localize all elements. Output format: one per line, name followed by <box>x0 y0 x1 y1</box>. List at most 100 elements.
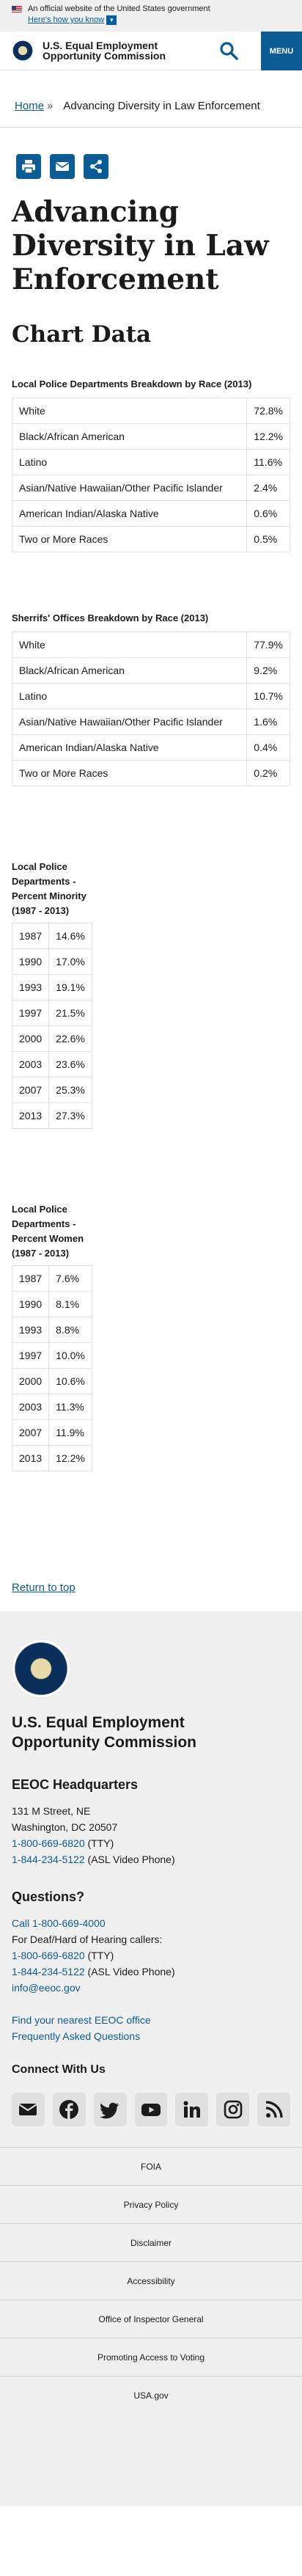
year-cell: 2000 <box>11 1025 50 1052</box>
value-cell: 27.3% <box>48 1102 92 1129</box>
year-cell: 1990 <box>11 948 50 975</box>
how-you-know-link[interactable]: Here's how you know <box>28 15 105 24</box>
deaf-text: For Deaf/Hard of Hearing callers: <box>12 1933 163 1945</box>
tty-suffix: (TTY) <box>84 1837 114 1849</box>
category-cell: Black/African American <box>11 423 248 450</box>
asl-phone-link-2[interactable]: 1-844-234-5122 <box>12 1966 85 1977</box>
category-cell: Two or More Races <box>11 526 248 552</box>
footer-link[interactable]: FOIA <box>0 2147 302 2185</box>
table-caption-sheriff-race: Sherrifs' Offices Breakdown by Race (201… <box>12 612 209 623</box>
linkedin-icon <box>183 2101 200 2118</box>
year-cell: 2003 <box>11 1051 50 1077</box>
table-row: White 77.9% <box>11 632 290 658</box>
address-line1: 131 M Street, NE <box>12 1805 91 1817</box>
tty-line: 1-800-669-6820 (TTY) <box>12 1835 290 1851</box>
year-cell: 2000 <box>11 1368 50 1394</box>
year-cell: 2003 <box>11 1394 50 1420</box>
value-cell: 2.4% <box>246 475 290 501</box>
footer-link[interactable]: Office of Inspector General <box>0 2299 302 2338</box>
breadcrumb-separator: » <box>47 100 54 112</box>
value-cell: 0.2% <box>246 760 290 786</box>
year-cell: 1993 <box>11 1317 50 1343</box>
category-cell: Latino <box>11 449 248 475</box>
table-women: 1987 7.6% 1990 8.1% 1993 8.8% 1997 10.0% 2000 10.… <box>11 1265 92 1471</box>
table-row: 1993 19.1% <box>11 974 92 1000</box>
how-you-know-toggle[interactable]: Here's how you know ▾ <box>28 15 290 26</box>
tty-line-2: 1-800-669-6820 (TTY) <box>12 1947 290 1964</box>
category-cell: American Indian/Alaska Native <box>11 500 248 527</box>
value-cell: 1.6% <box>246 709 290 735</box>
tty-phone-link-2[interactable]: 1-800-669-6820 <box>12 1950 85 1961</box>
menu-button[interactable]: MENU <box>261 32 302 70</box>
value-cell: 9.2% <box>246 657 290 684</box>
footer-agency-line2: Opportunity Commission <box>12 1734 196 1751</box>
value-cell: 10.7% <box>246 683 290 709</box>
us-flag-icon <box>12 6 22 12</box>
breadcrumb-home-link[interactable]: Home <box>15 100 45 112</box>
table-row: 1993 8.8% <box>11 1317 92 1343</box>
footer-link[interactable]: Disclaimer <box>0 2223 302 2261</box>
table-caption-local-race: Local Police Departments Breakdown by Ra… <box>12 378 252 389</box>
category-cell: White <box>11 632 248 658</box>
value-cell: 7.6% <box>48 1265 92 1292</box>
table-local-race: White 72.8% Black/African American 12.2% Lat… <box>11 398 290 552</box>
table-row: Asian/Native Hawaiian/Other Pacific Isla… <box>11 709 290 735</box>
agency-name[interactable]: U.S. Equal Employment Opportunity Commis… <box>43 40 182 61</box>
table-row: Two or More Races 0.2% <box>11 760 290 786</box>
eeoc-seal-logo[interactable] <box>12 40 34 62</box>
share-button[interactable] <box>84 154 108 179</box>
value-cell: 8.8% <box>48 1317 92 1343</box>
table-row: Black/African American 12.2% <box>11 423 290 450</box>
footer-link[interactable]: Privacy Policy <box>0 2185 302 2223</box>
faq-link[interactable]: Frequently Asked Questions <box>12 2030 141 2042</box>
value-cell: 22.6% <box>48 1025 92 1052</box>
gov-banner-text: An official website of the United States… <box>28 4 210 13</box>
social-rss-button[interactable] <box>257 2093 291 2126</box>
year-cell: 1990 <box>11 1291 50 1317</box>
year-cell: 1997 <box>11 1000 50 1026</box>
search-button[interactable] <box>218 40 239 61</box>
youtube-icon <box>141 2104 161 2116</box>
table-row: American Indian/Alaska Native 0.4% <box>11 734 290 761</box>
email-link[interactable]: info@eeoc.gov <box>12 1982 81 1994</box>
table-row: White 72.8% <box>11 398 290 424</box>
category-cell: Latino <box>11 683 248 709</box>
value-cell: 12.2% <box>48 1445 92 1471</box>
email-share-button[interactable] <box>50 154 75 179</box>
value-cell: 17.0% <box>48 948 92 975</box>
social-instagram-button[interactable] <box>216 2093 250 2126</box>
footer-link[interactable]: Accessibility <box>0 2261 302 2299</box>
connect-heading: Connect With Us <box>12 2063 106 2076</box>
print-button[interactable] <box>16 154 41 179</box>
social-linkedin-button[interactable] <box>175 2093 209 2126</box>
agency-name-line2[interactable]: Opportunity Commission <box>43 50 166 62</box>
category-cell: Asian/Native Hawaiian/Other Pacific Isla… <box>11 709 248 735</box>
find-office-link[interactable]: Find your nearest EEOC office <box>12 2014 151 2026</box>
value-cell: 8.1% <box>48 1291 92 1317</box>
table-row: Latino 11.6% <box>11 449 290 475</box>
share-icon <box>90 160 102 173</box>
tty-suffix-2: (TTY) <box>84 1950 114 1961</box>
table-row: 2003 23.6% <box>11 1051 92 1077</box>
social-email-button[interactable] <box>12 2093 45 2126</box>
year-cell: 2013 <box>11 1445 50 1471</box>
chevron-down-icon[interactable]: ▾ <box>106 15 117 25</box>
social-twitter-button[interactable] <box>93 2093 127 2126</box>
call-link[interactable]: Call 1-800-669-4000 <box>12 1917 106 1929</box>
rss-icon <box>265 2101 283 2118</box>
agency-name-line1[interactable]: U.S. Equal Employment <box>43 40 158 51</box>
tty-phone-link[interactable]: 1-800-669-6820 <box>12 1837 85 1849</box>
asl-line-2: 1-844-234-5122 (ASL Video Phone) <box>12 1964 290 1980</box>
return-to-top-link[interactable]: Return to top <box>12 1581 76 1594</box>
footer-link[interactable]: Promoting Access to Voting <box>0 2338 302 2376</box>
asl-phone-link[interactable]: 1-844-234-5122 <box>12 1854 85 1865</box>
footer-link[interactable]: USA.gov <box>0 2376 302 2414</box>
instagram-icon <box>224 2100 243 2119</box>
search-icon[interactable] <box>218 40 239 61</box>
value-cell: 77.9% <box>246 632 290 658</box>
social-youtube-button[interactable] <box>134 2093 168 2126</box>
value-cell: 10.6% <box>48 1368 92 1394</box>
footer-agency-line1: U.S. Equal Employment <box>12 1714 185 1731</box>
social-facebook-button[interactable] <box>52 2093 86 2126</box>
value-cell: 12.2% <box>246 423 290 450</box>
